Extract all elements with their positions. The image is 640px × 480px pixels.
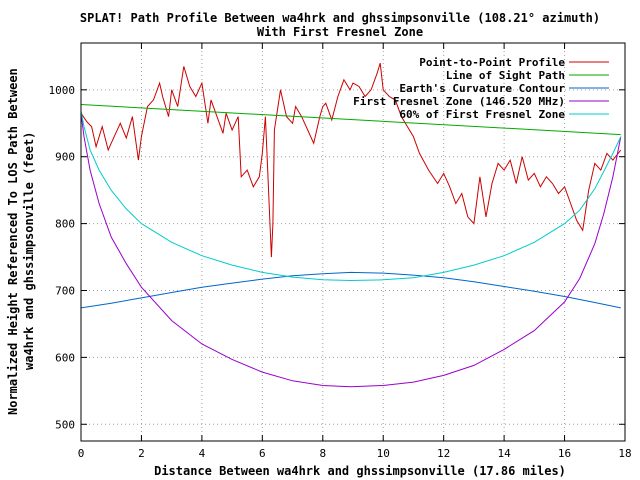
- series-line-0: [80, 62, 622, 258]
- plot-frame: [80, 42, 626, 442]
- x-tick-label: 2: [138, 447, 145, 460]
- x-tick-label: 0: [78, 447, 85, 460]
- legend-label-0: Point-to-Point Profile: [419, 56, 565, 69]
- x-tick-label: 10: [377, 447, 390, 460]
- legend-label-1: Line of Sight Path: [446, 69, 565, 82]
- x-tick-label: 4: [199, 447, 206, 460]
- legend-label-4: 60% of First Fresnel Zone: [399, 108, 565, 121]
- y-axis-label-line1: Normalized Height Referenced To LOS Path…: [6, 68, 20, 415]
- y-tick-label: 900: [55, 151, 75, 164]
- y-tick-label: 500: [55, 418, 75, 431]
- x-tick-label: 18: [618, 447, 631, 460]
- x-axis-label: Distance Between wa4hrk and ghssimpsonvi…: [154, 464, 566, 478]
- y-tick-label: 1000: [49, 84, 76, 97]
- legend-label-2: Earth's Curvature Contour: [399, 82, 565, 95]
- x-tick-label: 12: [437, 447, 450, 460]
- y-tick-label: 800: [55, 218, 75, 231]
- y-tick-label: 700: [55, 284, 75, 297]
- chart-title: SPLAT! Path Profile Between wa4hrk and g…: [79, 11, 601, 25]
- series-line-2: [80, 271, 621, 309]
- series-line-1: [80, 104, 621, 136]
- series-line-4: [80, 111, 622, 282]
- x-tick-label: 14: [497, 447, 511, 460]
- chart-subtitle: With First Fresnel Zone: [256, 25, 424, 39]
- x-tick-label: 8: [319, 447, 326, 460]
- x-tick-label: 16: [558, 447, 571, 460]
- legend-label-3: First Fresnel Zone (146.520 MHz): [353, 95, 565, 108]
- y-axis-label: Normalized Height Referenced To LOS Path…: [4, 68, 48, 415]
- series-line-3: [80, 113, 622, 388]
- y-tick-label: 600: [55, 351, 75, 364]
- y-axis-label-line2: wa4hrk and ghssimpsonville (feet): [22, 131, 36, 370]
- x-tick-label: 6: [259, 447, 266, 460]
